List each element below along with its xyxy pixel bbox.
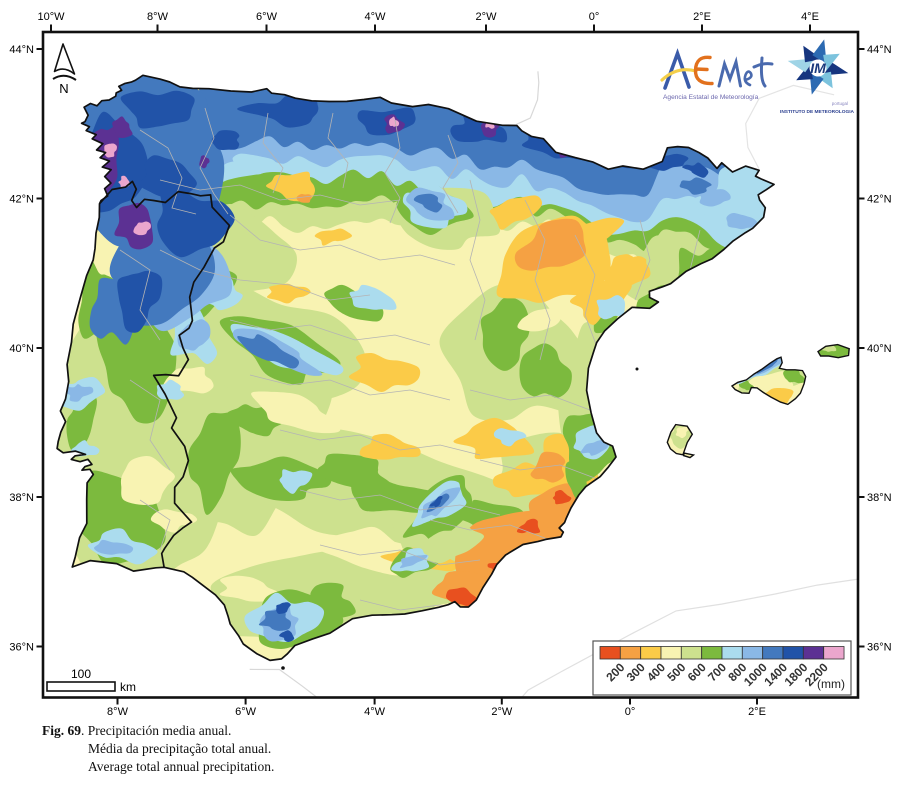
- svg-text:40°N: 40°N: [9, 343, 34, 355]
- svg-text:40°N: 40°N: [867, 343, 892, 355]
- svg-text:Average total annual precipita: Average total annual precipitation.: [88, 759, 274, 774]
- svg-text:8°W: 8°W: [147, 11, 169, 23]
- svg-text:36°N: 36°N: [9, 642, 34, 654]
- svg-text:6°W: 6°W: [256, 11, 278, 23]
- svg-text:(mm): (mm): [817, 677, 845, 691]
- svg-text:0°: 0°: [625, 706, 636, 718]
- svg-text:4°E: 4°E: [801, 11, 819, 23]
- svg-text:Média da precipitação total an: Média da precipitação total anual.: [88, 741, 271, 756]
- svg-text:100: 100: [71, 667, 91, 681]
- svg-text:2°W: 2°W: [476, 11, 498, 23]
- svg-text:4°W: 4°W: [364, 706, 386, 718]
- svg-text:38°N: 38°N: [867, 492, 892, 504]
- svg-text:44°N: 44°N: [9, 44, 34, 56]
- svg-text:8°W: 8°W: [107, 706, 129, 718]
- svg-text:INSTITUTO DE METEOROLOGIA: INSTITUTO DE METEOROLOGIA: [780, 109, 855, 115]
- svg-text:2°E: 2°E: [748, 706, 766, 718]
- svg-text:N: N: [59, 81, 68, 96]
- svg-text:36°N: 36°N: [867, 642, 892, 654]
- svg-text:0°: 0°: [589, 11, 600, 23]
- svg-text:portugal: portugal: [832, 101, 848, 106]
- svg-text:2°W: 2°W: [491, 706, 513, 718]
- svg-text:IM: IM: [810, 60, 826, 76]
- svg-text:42°N: 42°N: [867, 194, 892, 206]
- svg-text:Fig. 69. Precipitación media: Fig. 69. Precipitación media anual.: [42, 723, 231, 738]
- svg-text:44°N: 44°N: [867, 44, 892, 56]
- svg-text:Agencia Estatal de Meteorologí: Agencia Estatal de Meteorología: [663, 94, 759, 101]
- svg-text:42°N: 42°N: [9, 194, 34, 206]
- svg-text:2°E: 2°E: [693, 11, 711, 23]
- svg-text:6°W: 6°W: [235, 706, 257, 718]
- svg-text:10°W: 10°W: [37, 11, 65, 23]
- svg-text:4°W: 4°W: [365, 11, 387, 23]
- svg-text:38°N: 38°N: [9, 492, 34, 504]
- svg-text:km: km: [120, 680, 136, 694]
